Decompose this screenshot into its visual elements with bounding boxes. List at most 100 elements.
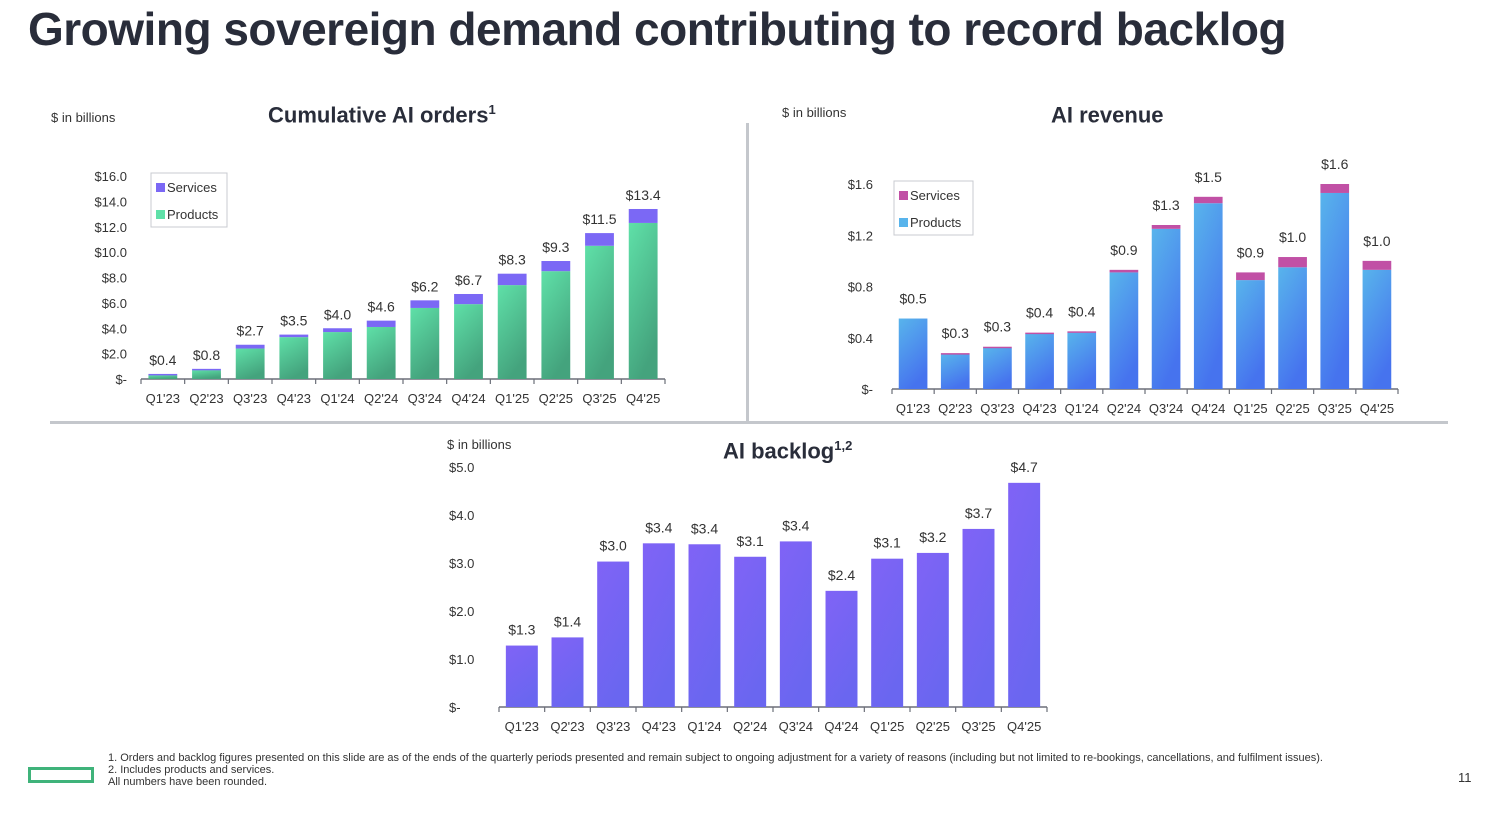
- bar-products: [940, 354, 970, 389]
- x-tick-label: Q3'24: [779, 719, 813, 734]
- bar-backlog: [642, 543, 675, 707]
- x-tick-label: Q1'23: [505, 719, 539, 734]
- y-tick-label: $8.0: [102, 271, 127, 286]
- bar-services: [1109, 269, 1139, 273]
- company-logo: [28, 767, 94, 783]
- orders-unit-label: $ in billions: [51, 110, 116, 125]
- x-tick-label: Q1'25: [1233, 401, 1267, 416]
- revenue-chart: $- $0.4 $0.8 $1.2 $1.6 Q1'23 $0.5 Q2'23 $0.3 Q3'2…: [848, 156, 1399, 416]
- x-tick-label: Q3'23: [980, 401, 1014, 416]
- bar-backlog: [688, 544, 721, 707]
- vertical-divider: [746, 123, 749, 423]
- bar-backlog: [779, 541, 812, 707]
- slide-title: Growing sovereign demand contributing to…: [28, 3, 1287, 55]
- data-label: $0.5: [899, 291, 926, 307]
- horizontal-divider: [50, 421, 1448, 424]
- y-tick-label: $10.0: [94, 245, 127, 260]
- bar-services: [1151, 225, 1181, 229]
- legend-swatch-products: [899, 218, 908, 227]
- data-label: $4.0: [324, 306, 351, 322]
- data-label: $1.3: [508, 622, 535, 638]
- y-tick-label: $4.0: [449, 508, 474, 523]
- data-label: $13.4: [626, 187, 661, 203]
- backlog-unit-label: $ in billions: [447, 437, 512, 452]
- x-tick-label: Q3'25: [1318, 401, 1352, 416]
- bar-services: [366, 320, 396, 327]
- orders-chart-title: Cumulative AI orders1: [268, 102, 496, 128]
- y-tick-label: $4.0: [102, 321, 127, 336]
- data-label: $3.5: [280, 313, 307, 329]
- orders-title-text: Cumulative AI orders: [268, 102, 489, 128]
- footnote-2: 2. Includes products and services.: [108, 764, 275, 776]
- bar-services: [497, 273, 527, 286]
- x-tick-label: Q3'23: [596, 719, 630, 734]
- footnote-1: 1. Orders and backlog figures presented …: [108, 752, 1323, 764]
- bar-products: [1109, 272, 1139, 389]
- y-tick-label: $2.0: [449, 604, 474, 619]
- bar-services: [1320, 184, 1350, 193]
- data-label: $3.2: [919, 529, 946, 545]
- data-label: $4.7: [1011, 459, 1038, 475]
- legend-swatch-services: [899, 191, 908, 200]
- data-label: $3.7: [965, 505, 992, 521]
- y-tick-label: $3.0: [449, 556, 474, 571]
- data-label: $0.4: [149, 352, 176, 368]
- x-tick-label: Q1'24: [1065, 401, 1099, 416]
- bar-services: [1193, 196, 1223, 204]
- bar-products: [585, 245, 614, 379]
- bar-services: [541, 261, 571, 272]
- legend-swatch-products: [156, 210, 165, 219]
- data-label: $6.2: [411, 278, 438, 294]
- legend-label-products: Products: [167, 207, 219, 222]
- y-tick-label: $12.0: [94, 220, 127, 235]
- bar-products: [1025, 333, 1054, 389]
- legend-label-services: Services: [167, 180, 217, 195]
- x-tick-label: Q2'23: [938, 401, 972, 416]
- bar-services: [1067, 331, 1097, 333]
- x-tick-label: Q2'24: [364, 391, 398, 406]
- x-tick-label: Q1'23: [146, 391, 180, 406]
- bar-services: [454, 293, 483, 305]
- bar-services: [940, 353, 970, 355]
- bar-services: [1025, 332, 1054, 335]
- y-tick-label: $0.4: [848, 331, 873, 346]
- bar-services: [192, 368, 221, 371]
- x-tick-label: Q3'25: [961, 719, 995, 734]
- data-label: $3.4: [691, 520, 718, 536]
- y-tick-label: $1.0: [449, 652, 474, 667]
- y-tick-label: $16.0: [94, 169, 127, 184]
- bar-backlog: [871, 558, 904, 707]
- bar-products: [454, 304, 483, 379]
- data-label: $1.3: [1152, 197, 1179, 213]
- x-tick-label: Q3'24: [1149, 401, 1183, 416]
- bar-products: [1278, 267, 1307, 389]
- bar-products: [1193, 203, 1223, 389]
- bar-products: [1151, 228, 1181, 389]
- y-tick-label: $-: [861, 382, 873, 397]
- x-tick-label: Q3'24: [408, 391, 442, 406]
- bar-products: [541, 271, 571, 379]
- x-tick-label: Q4'23: [642, 719, 676, 734]
- x-tick-label: Q4'25: [626, 391, 660, 406]
- bar-backlog: [505, 645, 538, 707]
- data-label: $1.0: [1279, 229, 1306, 245]
- y-tick-label: $0.8: [848, 280, 873, 295]
- bar-services: [410, 300, 440, 308]
- y-tick-label: $5.0: [449, 460, 474, 475]
- data-label: $0.3: [984, 319, 1011, 335]
- legend-swatch-services: [156, 183, 165, 192]
- x-tick-label: Q1'24: [687, 719, 721, 734]
- data-label: $8.3: [499, 252, 526, 268]
- data-label: $6.7: [455, 272, 482, 288]
- x-tick-label: Q2'23: [189, 391, 223, 406]
- data-label: $1.6: [1321, 156, 1348, 172]
- data-label: $0.9: [1237, 244, 1264, 260]
- data-label: $0.3: [942, 325, 969, 341]
- data-label: $0.4: [1068, 303, 1095, 319]
- data-label: $3.4: [645, 519, 672, 535]
- y-tick-label: $2.0: [102, 347, 127, 362]
- bar-backlog: [1008, 482, 1041, 707]
- y-tick-label: $1.6: [848, 177, 873, 192]
- bar-products: [323, 332, 352, 379]
- bar-products: [192, 370, 221, 379]
